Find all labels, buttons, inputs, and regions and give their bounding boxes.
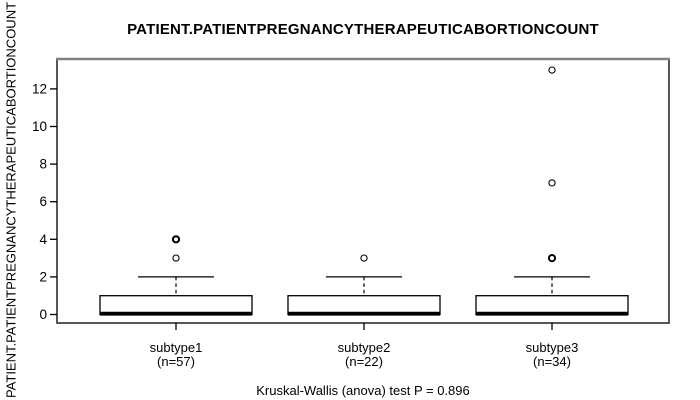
y-tick-label: 8	[39, 157, 47, 172]
stat-test-caption: Kruskal-Wallis (anova) test P = 0.896	[256, 383, 470, 398]
box	[287, 295, 441, 316]
x-tick-label: subtype2	[338, 340, 391, 355]
outlier-point	[172, 254, 180, 262]
outlier-point	[547, 254, 557, 263]
x-tick-label: subtype3	[526, 340, 579, 355]
y-tick-label: 2	[39, 269, 47, 284]
box	[99, 295, 253, 316]
plot-frame	[56, 58, 670, 324]
x-tick-sublabel: (n=57)	[157, 354, 195, 369]
outlier-point	[548, 179, 556, 187]
y-tick-label: 6	[39, 194, 47, 209]
chart-title: PATIENT.PATIENTPREGNANCYTHERAPEUTICABORT…	[127, 21, 599, 38]
outlier-point	[171, 235, 181, 244]
y-tick-label: 12	[32, 81, 47, 96]
x-tick-sublabel: (n=34)	[533, 354, 571, 369]
x-tick-label: subtype1	[150, 340, 203, 355]
box	[475, 295, 629, 316]
x-tick-sublabel: (n=22)	[345, 354, 383, 369]
y-tick-label: 0	[39, 307, 47, 322]
outlier-point	[548, 66, 556, 74]
y-tick-label: 10	[32, 119, 47, 134]
y-tick-label: 4	[39, 232, 47, 247]
outlier-point	[360, 254, 368, 262]
